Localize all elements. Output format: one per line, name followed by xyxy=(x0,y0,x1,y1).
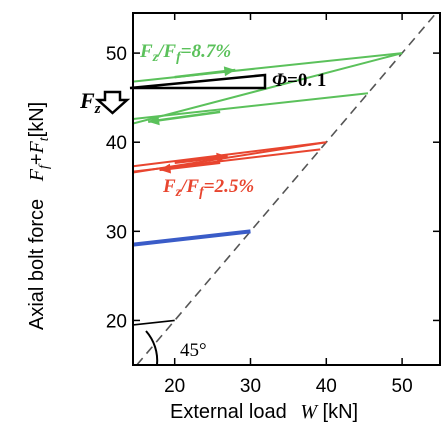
fz-arrow xyxy=(94,90,131,115)
x-axis-symbol: W xyxy=(300,401,319,423)
arrow-head-1 xyxy=(148,115,160,126)
angle-label: 45° xyxy=(180,340,207,361)
y-axis-sub-1: f xyxy=(37,163,52,169)
green-ratio-label: Fz/Ff=8.7% xyxy=(139,41,231,65)
x-tick-label-40: 40 xyxy=(316,376,337,397)
y-tick-label-40: 40 xyxy=(106,133,127,154)
y-axis-unit: [kN] xyxy=(26,102,48,138)
y-axis-plus: + xyxy=(26,153,48,165)
red-ratio-label: Fz/Ff=2.5% xyxy=(162,176,254,200)
x-axis-title: External load W [kN] xyxy=(170,401,358,423)
y-axis-sub-2: t xyxy=(37,136,52,141)
x-axis: 20 30 40 50 xyxy=(164,13,413,397)
x-tick-label-20: 20 xyxy=(164,376,185,397)
x-axis-unit: [kN] xyxy=(323,401,359,423)
x-axis-title-text: External load xyxy=(170,401,287,423)
plot-frame xyxy=(132,12,441,366)
series-line-1 xyxy=(133,92,369,121)
y-axis: 20 30 40 50 xyxy=(106,44,440,332)
reference-line-layer xyxy=(136,13,437,365)
x-tick-label-30: 30 xyxy=(240,376,261,397)
y-axis-symbol-1: F xyxy=(26,168,48,182)
x-tick-label-50: 50 xyxy=(392,376,413,397)
fz-label: Fz xyxy=(79,88,101,117)
phi-label: Φ=0. 1 xyxy=(272,70,326,91)
y-axis-title: Axial bolt force Ff+Ft[kN] xyxy=(26,102,52,330)
y-axis-title-text: Axial bolt force xyxy=(26,199,48,330)
series-line-5 xyxy=(133,141,327,174)
series-line-7 xyxy=(133,319,175,326)
phi-slope-triangle xyxy=(129,73,267,90)
arrow-head-3 xyxy=(159,163,172,174)
y-tick-label-20: 20 xyxy=(106,311,127,332)
series-line-3 xyxy=(133,141,327,168)
y-tick-label-50: 50 xyxy=(106,44,127,65)
arrow-layer xyxy=(147,66,236,174)
y-axis-symbol-2: F xyxy=(26,140,48,154)
angle-arc xyxy=(145,330,159,366)
arrow-head-0 xyxy=(223,66,236,77)
arrow-head-2 xyxy=(216,152,228,163)
series-line-6 xyxy=(133,229,251,247)
reference-line-45deg xyxy=(136,13,437,365)
series-line-2 xyxy=(133,52,403,125)
y-tick-label-30: 30 xyxy=(106,222,127,243)
arrow-shaft-1 xyxy=(147,110,221,123)
